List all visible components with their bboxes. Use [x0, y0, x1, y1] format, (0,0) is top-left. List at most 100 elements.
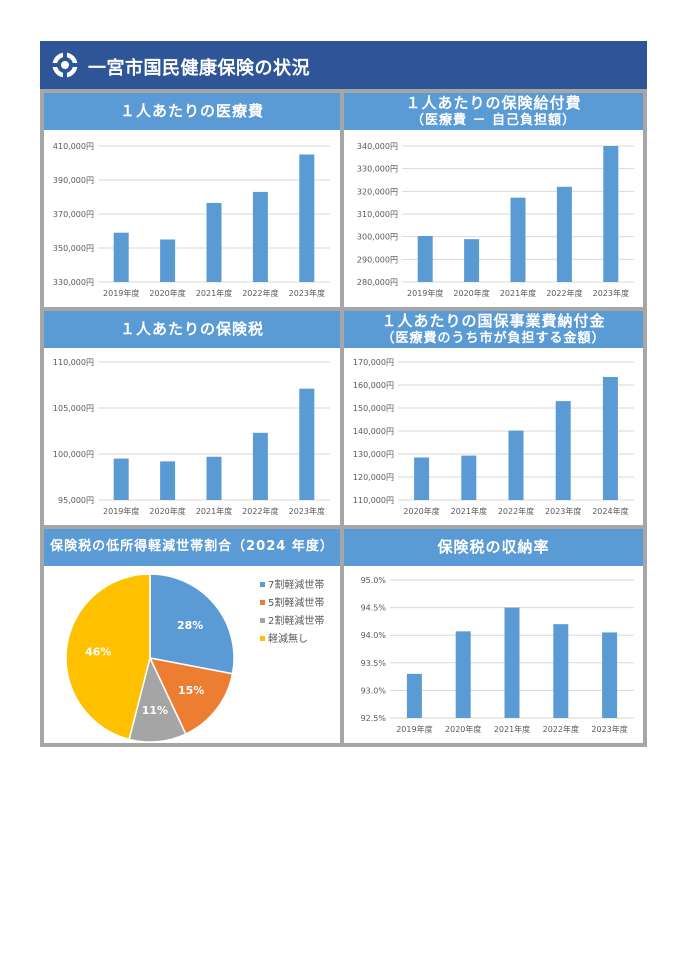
bar	[417, 235, 433, 282]
panel-title: １人あたりの医療費	[44, 93, 340, 130]
insurance-benefit-chart: 280,000円 290,000円 300,000円 310,000円 320,000円…	[357, 142, 634, 298]
panel-title: １人あたりの国保事業費納付金 （医療費のうち市が負担する金額）	[344, 311, 643, 348]
y-tick-label: 310,000円	[357, 210, 398, 219]
x-tick-label: 2021年度	[494, 724, 530, 734]
x-tick-label: 2023年度	[289, 288, 325, 298]
bar	[602, 376, 618, 500]
y-tick-label: 105,000円	[53, 404, 94, 413]
panel-insurance-tax: １人あたりの保険税 95,000円 100,000円 105,000円 110,000…	[44, 311, 340, 525]
bar	[464, 239, 480, 282]
x-tick-label: 2019年度	[407, 288, 443, 298]
x-tick-label: 2021年度	[196, 288, 232, 298]
dashboard-frame: 一宮市国民健康保険の状況 １人あたりの医療費 330,000円 350,000円 3…	[40, 41, 647, 747]
legend-label: 5割軽減世帯	[268, 596, 324, 609]
city-emblem-icon	[52, 52, 78, 78]
legend-label: 軽減無し	[268, 632, 308, 645]
bar	[556, 186, 572, 282]
panel-contribution: １人あたりの国保事業費納付金 （医療費のうち市が負担する金額） 110,000円…	[344, 311, 643, 525]
y-tick-label: 94.5%	[361, 604, 387, 613]
bar	[252, 432, 268, 500]
x-tick-label: 2023年度	[289, 506, 325, 516]
bar	[504, 607, 520, 718]
x-tick-label: 2019年度	[396, 724, 432, 734]
y-tick-label: 150,000円	[353, 404, 394, 413]
bar	[510, 197, 526, 282]
x-tick-label: 2023年度	[593, 288, 629, 298]
panel-title: 保険税の低所得軽減世帯割合（2024 年度）	[44, 529, 340, 566]
y-tick-label: 390,000円	[53, 176, 94, 185]
bar	[113, 458, 129, 500]
y-tick-label: 280,000円	[357, 278, 398, 287]
x-tick-label: 2022年度	[498, 506, 534, 516]
bar	[602, 632, 618, 718]
x-tick-label: 2020年度	[403, 506, 439, 516]
bar	[455, 631, 471, 718]
page-title: 一宮市国民健康保険の状況	[88, 58, 310, 79]
bar	[461, 455, 477, 500]
bar	[160, 461, 176, 500]
panel-title-text: １人あたりの国保事業費納付金	[381, 312, 606, 330]
x-tick-label: 2022年度	[546, 288, 582, 298]
bar	[406, 673, 422, 718]
y-tick-label: 410,000円	[53, 142, 94, 151]
x-tick-label: 2024年度	[592, 506, 628, 516]
x-tick-label: 2019年度	[103, 288, 139, 298]
medical-cost-chart: 330,000円 350,000円 370,000円 390,000円 410,000円…	[53, 142, 330, 298]
x-tick-label: 2021年度	[500, 288, 536, 298]
x-tick-label: 2022年度	[543, 724, 579, 734]
bar	[603, 146, 619, 282]
bar	[508, 430, 524, 500]
x-tick-label: 2019年度	[103, 506, 139, 516]
panel-title-text: １人あたりの保険給付費	[405, 94, 582, 112]
x-tick-label: 2020年度	[445, 724, 481, 734]
panel-reduction-ratio: 保険税の低所得軽減世帯割合（2024 年度） 28% 15% 11% 46% 7割軽減世…	[44, 529, 340, 743]
pie-data-label: 15%	[178, 684, 204, 697]
pie-slice	[149, 573, 235, 675]
y-tick-label: 93.5%	[361, 659, 387, 668]
y-tick-label: 110,000円	[353, 496, 394, 505]
legend-swatch	[260, 618, 265, 623]
panel-title-text: 保険税の低所得軽減世帯割合（2024 年度）	[50, 539, 334, 555]
y-tick-label: 110,000円	[53, 358, 94, 367]
bar	[252, 191, 268, 282]
panel-title-text: 保険税の収納率	[437, 538, 550, 557]
contribution-chart: 110,000円 120,000円 130,000円 140,000円 150,000円…	[353, 358, 634, 516]
x-tick-label: 2020年度	[453, 288, 489, 298]
insurance-tax-chart: 95,000円 100,000円 105,000円 110,000円 2019年度 202…	[53, 358, 330, 516]
bar	[206, 456, 222, 500]
pie-slice	[65, 573, 151, 741]
panel-collection-rate: 保険税の収納率 92.5% 93.0% 93.5% 94.0% 94.5% 95.0% 20…	[344, 529, 643, 743]
bar	[160, 239, 176, 282]
legend-swatch	[260, 636, 265, 641]
y-tick-label: 340,000円	[357, 142, 398, 151]
y-tick-label: 290,000円	[357, 255, 398, 264]
y-tick-label: 95.0%	[361, 576, 387, 585]
panel-insurance-benefit: １人あたりの保険給付費 （医療費 － 自己負担額） 280,000円 290,00…	[344, 93, 643, 307]
bar	[113, 232, 129, 282]
panel-title: １人あたりの保険給付費 （医療費 － 自己負担額）	[344, 93, 643, 130]
y-tick-label: 330,000円	[357, 165, 398, 174]
bar	[299, 154, 315, 282]
y-tick-label: 130,000円	[353, 450, 394, 459]
legend-label: 2割軽減世帯	[268, 614, 324, 627]
x-tick-label: 2023年度	[545, 506, 581, 516]
y-tick-label: 120,000円	[353, 473, 394, 482]
y-tick-label: 93.0%	[361, 686, 387, 695]
pie-slice	[148, 656, 234, 736]
x-tick-label: 2023年度	[591, 724, 627, 734]
x-tick-label: 2020年度	[149, 506, 185, 516]
x-tick-label: 2022年度	[242, 288, 278, 298]
legend-swatch	[260, 600, 265, 605]
y-tick-label: 94.0%	[361, 631, 387, 640]
panel-subtitle-text: （医療費のうち市が負担する金額）	[381, 330, 606, 346]
y-tick-label: 95,000円	[58, 496, 94, 505]
x-tick-label: 2021年度	[196, 506, 232, 516]
y-tick-label: 300,000円	[357, 233, 398, 242]
y-tick-label: 170,000円	[353, 358, 394, 367]
bar	[555, 401, 571, 500]
pie-data-label: 46%	[85, 645, 111, 658]
x-tick-label: 2020年度	[149, 288, 185, 298]
y-tick-label: 92.5%	[361, 714, 387, 723]
panel-title: １人あたりの保険税	[44, 311, 340, 348]
y-tick-label: 100,000円	[53, 450, 94, 459]
